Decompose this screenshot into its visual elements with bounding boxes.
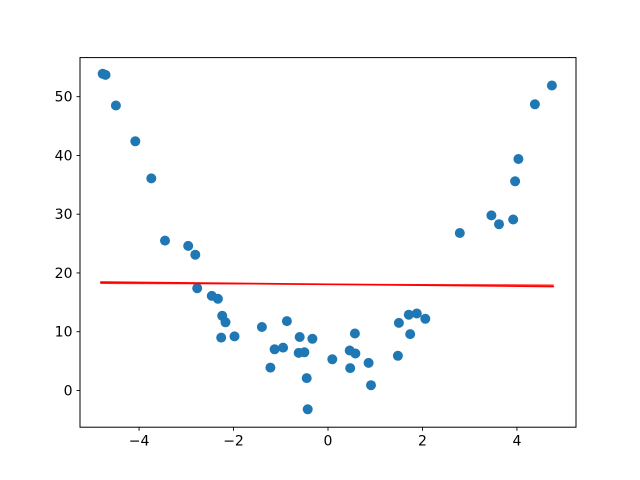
scatter-point xyxy=(160,235,170,246)
y-tick-label: 40 xyxy=(55,148,73,164)
scatter-point xyxy=(192,283,203,294)
scatter-point xyxy=(349,328,360,339)
scatter-point xyxy=(411,308,422,319)
scatter-point xyxy=(216,332,227,343)
scatter-point xyxy=(307,333,318,344)
scatter-point xyxy=(494,219,504,230)
x-tick-label: −4 xyxy=(129,434,150,450)
scatter-point xyxy=(183,240,194,251)
y-tick-label: 20 xyxy=(55,266,73,282)
scatter-point xyxy=(363,357,374,368)
scatter-point xyxy=(393,317,404,328)
scatter-point xyxy=(366,380,376,391)
scatter-point xyxy=(130,136,141,147)
y-tick-label: 0 xyxy=(64,383,73,399)
scatter-point xyxy=(256,322,267,332)
x-tick-label: 4 xyxy=(512,434,521,450)
scatter-point xyxy=(299,347,310,358)
y-tick-label: 50 xyxy=(55,90,73,106)
scatter-point xyxy=(220,317,231,328)
scatter-point xyxy=(269,344,280,355)
scatter-point xyxy=(229,331,240,342)
x-tick-label: 2 xyxy=(418,434,427,450)
scatter-point xyxy=(302,404,313,415)
scatter-point xyxy=(510,176,521,187)
y-tick-label: 30 xyxy=(55,207,73,223)
scatter-point xyxy=(190,249,201,260)
scatter-point xyxy=(265,362,276,373)
fit-line xyxy=(100,282,554,286)
scatter-point xyxy=(146,173,157,184)
scatter-point xyxy=(486,210,497,221)
x-tick-label: 0 xyxy=(324,434,333,450)
scatter-point xyxy=(294,332,305,342)
scatter-point xyxy=(327,354,338,365)
scatter-point xyxy=(508,214,519,225)
scatter-point xyxy=(405,329,416,340)
x-tick-label: −2 xyxy=(223,434,244,450)
y-tick-label: 10 xyxy=(55,325,73,341)
scatter-point xyxy=(420,313,431,324)
scatter-point xyxy=(546,80,557,91)
scatter-point xyxy=(513,154,524,164)
scatter-point xyxy=(529,99,540,110)
scatter-point xyxy=(454,228,465,238)
scatter-point xyxy=(278,342,289,353)
scatter-point xyxy=(345,363,356,374)
scatter-point xyxy=(403,309,414,320)
scatter-point xyxy=(100,69,111,80)
scatter-point xyxy=(350,348,361,359)
scatter-point xyxy=(281,316,292,327)
scatter-point xyxy=(392,350,403,361)
scatter-point xyxy=(110,100,121,111)
scatter-point xyxy=(301,373,312,384)
scatter-point xyxy=(212,293,223,304)
